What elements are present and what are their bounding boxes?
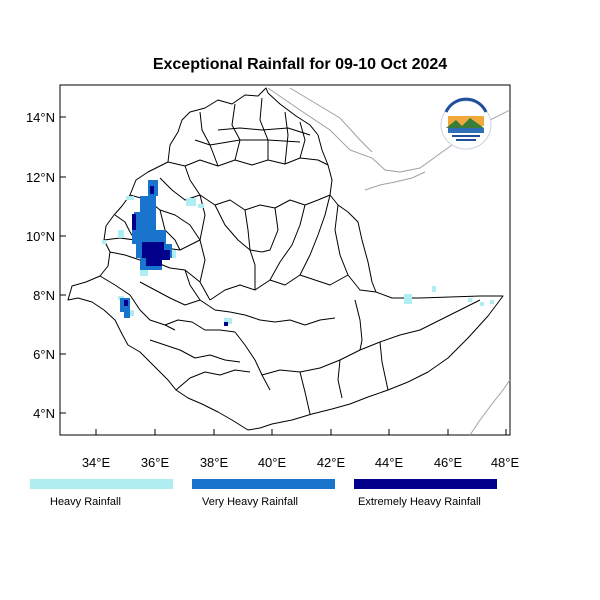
rainfall-cell-heavy [404,294,412,304]
lat-tick-label: 8°N [33,288,55,303]
rainfall-cell-extremely-heavy [150,186,154,194]
lat-tick-label: 14°N [26,110,55,125]
lat-tick-label: 12°N [26,170,55,185]
rainfall-cell-heavy [198,204,204,208]
rainfall-cell-extremely-heavy [142,242,164,258]
rainfall-cell-very-heavy [132,230,166,244]
legend-swatch-very-heavy [192,479,335,489]
rainfall-cell-heavy [432,286,436,292]
rainfall-cell-heavy [490,300,494,304]
lon-tick-label: 38°E [200,455,229,470]
rainfall-cell-heavy [186,198,196,206]
lon-tick-label: 40°E [258,455,287,470]
lon-tick-label: 44°E [375,455,404,470]
rainfall-cell-extremely-heavy [132,214,136,230]
lon-tick-label: 46°E [434,455,463,470]
rainfall-cell-extremely-heavy [146,256,162,266]
lat-tick-labels: 14°N 12°N 10°N 8°N 6°N 4°N [26,110,55,421]
country-boundaries [67,87,504,431]
lon-tick-label: 34°E [82,455,111,470]
lat-tick-label: 6°N [33,347,55,362]
lat-tick-label: 10°N [26,229,55,244]
rainfall-cell-extremely-heavy [124,300,128,306]
rainfall-cell-very-heavy [140,196,156,212]
rainfall-cell-heavy [468,298,472,302]
national-meteorology-agency-logo [440,97,492,150]
legend-swatch-heavy [30,479,173,489]
map-frame [59,84,511,436]
legend-swatch-extremely-heavy [354,479,497,489]
axis-ticks [60,116,507,435]
rainfall-cells [102,180,494,326]
rainfall-cell-heavy [140,270,148,276]
legend-label-very-heavy: Very Heavy Rainfall [202,496,298,508]
rainfall-cell-heavy [224,318,232,324]
legend-label-extremely-heavy: Extremely Heavy Rainfall [358,496,481,508]
rainfall-cell-extremely-heavy [160,250,170,260]
map-title: Exceptional Rainfall for 09-10 Oct 2024 [152,56,448,73]
lon-tick-label: 36°E [141,455,170,470]
rainfall-cell-heavy [102,240,106,244]
lon-tick-label: 48°E [491,455,520,470]
rainfall-cell-heavy [126,196,134,200]
lat-tick-label: 4°N [33,406,55,421]
rainfall-cell-heavy [118,230,124,238]
legend-label-heavy: Heavy Rainfall [50,496,121,508]
lon-tick-labels: 34°E 36°E 38°E 40°E 42°E 44°E 46°E 48°E [82,455,520,470]
lon-tick-label: 42°E [317,455,346,470]
rainfall-cell-extremely-heavy [224,322,228,326]
rainfall-cell-heavy [480,302,484,306]
ethiopia-outline [67,87,504,431]
rainfall-cell-very-heavy [124,312,130,318]
rainfall-cell-very-heavy [134,212,156,230]
